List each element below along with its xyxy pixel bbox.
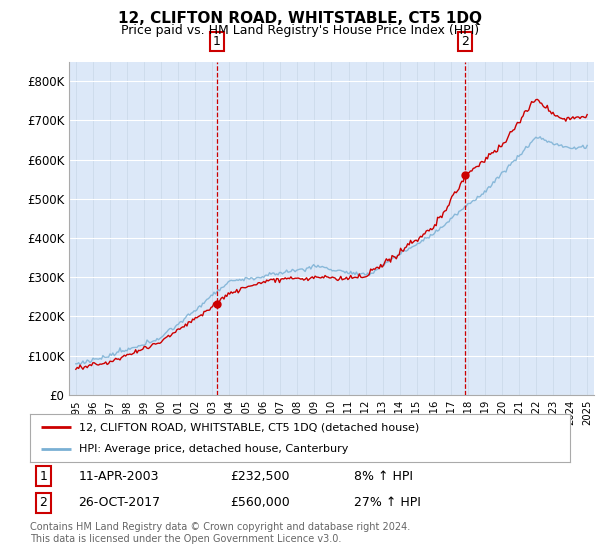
Text: 1: 1 [40, 470, 47, 483]
Text: Price paid vs. HM Land Registry's House Price Index (HPI): Price paid vs. HM Land Registry's House … [121, 24, 479, 36]
Text: 11-APR-2003: 11-APR-2003 [79, 470, 159, 483]
Text: 12, CLIFTON ROAD, WHITSTABLE, CT5 1DQ (detached house): 12, CLIFTON ROAD, WHITSTABLE, CT5 1DQ (d… [79, 422, 419, 432]
Text: HPI: Average price, detached house, Canterbury: HPI: Average price, detached house, Cant… [79, 444, 348, 454]
Text: 2: 2 [461, 35, 469, 48]
Text: £232,500: £232,500 [230, 470, 289, 483]
Text: 12, CLIFTON ROAD, WHITSTABLE, CT5 1DQ: 12, CLIFTON ROAD, WHITSTABLE, CT5 1DQ [118, 11, 482, 26]
Text: Contains HM Land Registry data © Crown copyright and database right 2024.
This d: Contains HM Land Registry data © Crown c… [30, 522, 410, 544]
Text: 27% ↑ HPI: 27% ↑ HPI [354, 497, 421, 510]
Text: 26-OCT-2017: 26-OCT-2017 [79, 497, 161, 510]
Text: 8% ↑ HPI: 8% ↑ HPI [354, 470, 413, 483]
Text: 1: 1 [213, 35, 221, 48]
Text: £560,000: £560,000 [230, 497, 290, 510]
Text: 2: 2 [40, 497, 47, 510]
